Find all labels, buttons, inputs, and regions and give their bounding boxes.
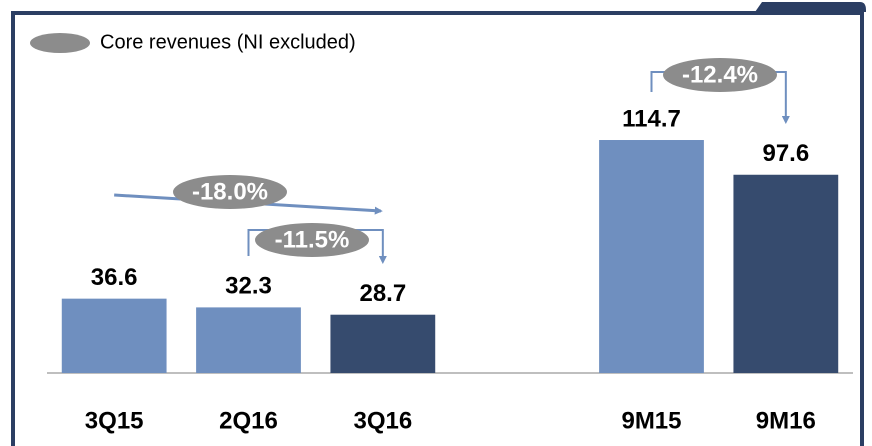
x-tick-label: 9M16: [756, 407, 816, 434]
annotation: -18.0%: [192, 178, 268, 205]
legend-swatch: [30, 33, 90, 53]
bar: [196, 307, 301, 373]
value-label: 28.7: [359, 280, 406, 307]
bar: [733, 174, 839, 373]
bar: [61, 298, 167, 373]
value-label: 36.6: [91, 264, 138, 291]
annotation: -11.5%: [275, 226, 350, 253]
legend-label: Core revenues (NI excluded): [100, 31, 356, 53]
bar: [330, 314, 436, 373]
x-tick-label: 2Q16: [219, 407, 278, 434]
corner-tab: [755, 2, 866, 12]
frame: [11, 11, 864, 446]
x-tick-label: 9M15: [621, 407, 681, 434]
value-label: 114.7: [622, 105, 681, 132]
annotation-pill: [663, 58, 777, 92]
annotation-pill: [255, 223, 369, 257]
x-tick-label: 3Q15: [85, 407, 144, 434]
value-label: 32.3: [225, 273, 272, 300]
value-label: 97.6: [762, 140, 809, 167]
annotation: -12.4%: [682, 61, 758, 88]
bar: [599, 140, 704, 373]
annotation-pill: [173, 175, 287, 209]
x-tick-label: 3Q16: [353, 407, 412, 434]
